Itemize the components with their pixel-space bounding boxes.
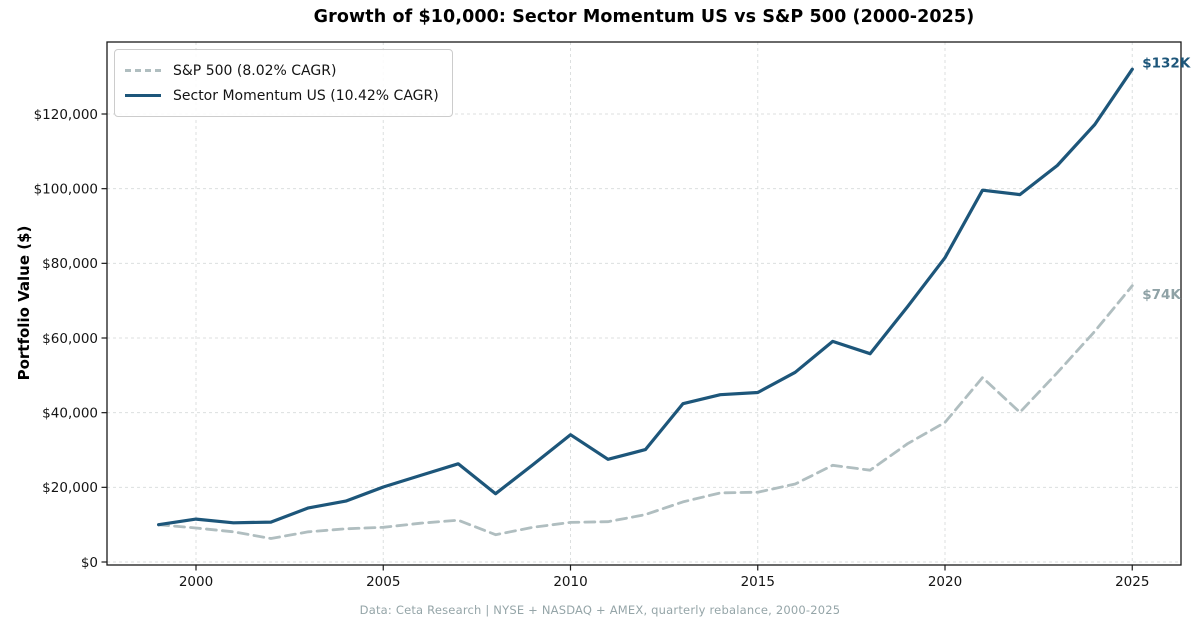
legend-label-momentum: Sector Momentum US (10.42% CAGR) — [173, 87, 439, 104]
chart-title: Growth of $10,000: Sector Momentum US vs… — [313, 7, 975, 27]
momentum-line-swatch — [125, 94, 161, 97]
y-tick-label: $120,000 — [34, 107, 98, 123]
y-tick-label: $20,000 — [42, 480, 98, 496]
sp500-line — [157, 284, 1134, 540]
x-tick-label: 2015 — [741, 574, 775, 590]
y-axis-title: Portfolio Value ($) — [15, 225, 33, 381]
x-tick-label: 2010 — [553, 574, 587, 590]
momentum-end-label: $132K — [1142, 56, 1191, 72]
x-tick-label: 2000 — [179, 574, 213, 590]
sp500-line-swatch — [125, 69, 161, 72]
data-source-caption: Data: Ceta Research | NYSE + NASDAQ + AM… — [359, 603, 841, 617]
chart-legend: S&P 500 (8.02% CAGR) Sector Momentum US … — [114, 49, 453, 117]
x-tick-label: 2005 — [366, 574, 400, 590]
legend-label-sp500: S&P 500 (8.02% CAGR) — [173, 62, 337, 79]
y-tick-label: $40,000 — [42, 405, 98, 421]
x-tick-label: 2025 — [1115, 574, 1149, 590]
y-tick-label: $60,000 — [42, 331, 98, 347]
legend-item-momentum: Sector Momentum US (10.42% CAGR) — [125, 83, 439, 108]
y-tick-label: $80,000 — [42, 256, 98, 272]
x-tick-label: 2020 — [928, 574, 962, 590]
y-tick-label: $100,000 — [34, 181, 98, 197]
momentum-line — [157, 67, 1134, 527]
y-tick-label: $0 — [81, 555, 98, 571]
plot-border — [106, 41, 1182, 566]
sp500-end-label: $74K — [1142, 287, 1181, 303]
legend-item-sp500: S&P 500 (8.02% CAGR) — [125, 58, 439, 83]
